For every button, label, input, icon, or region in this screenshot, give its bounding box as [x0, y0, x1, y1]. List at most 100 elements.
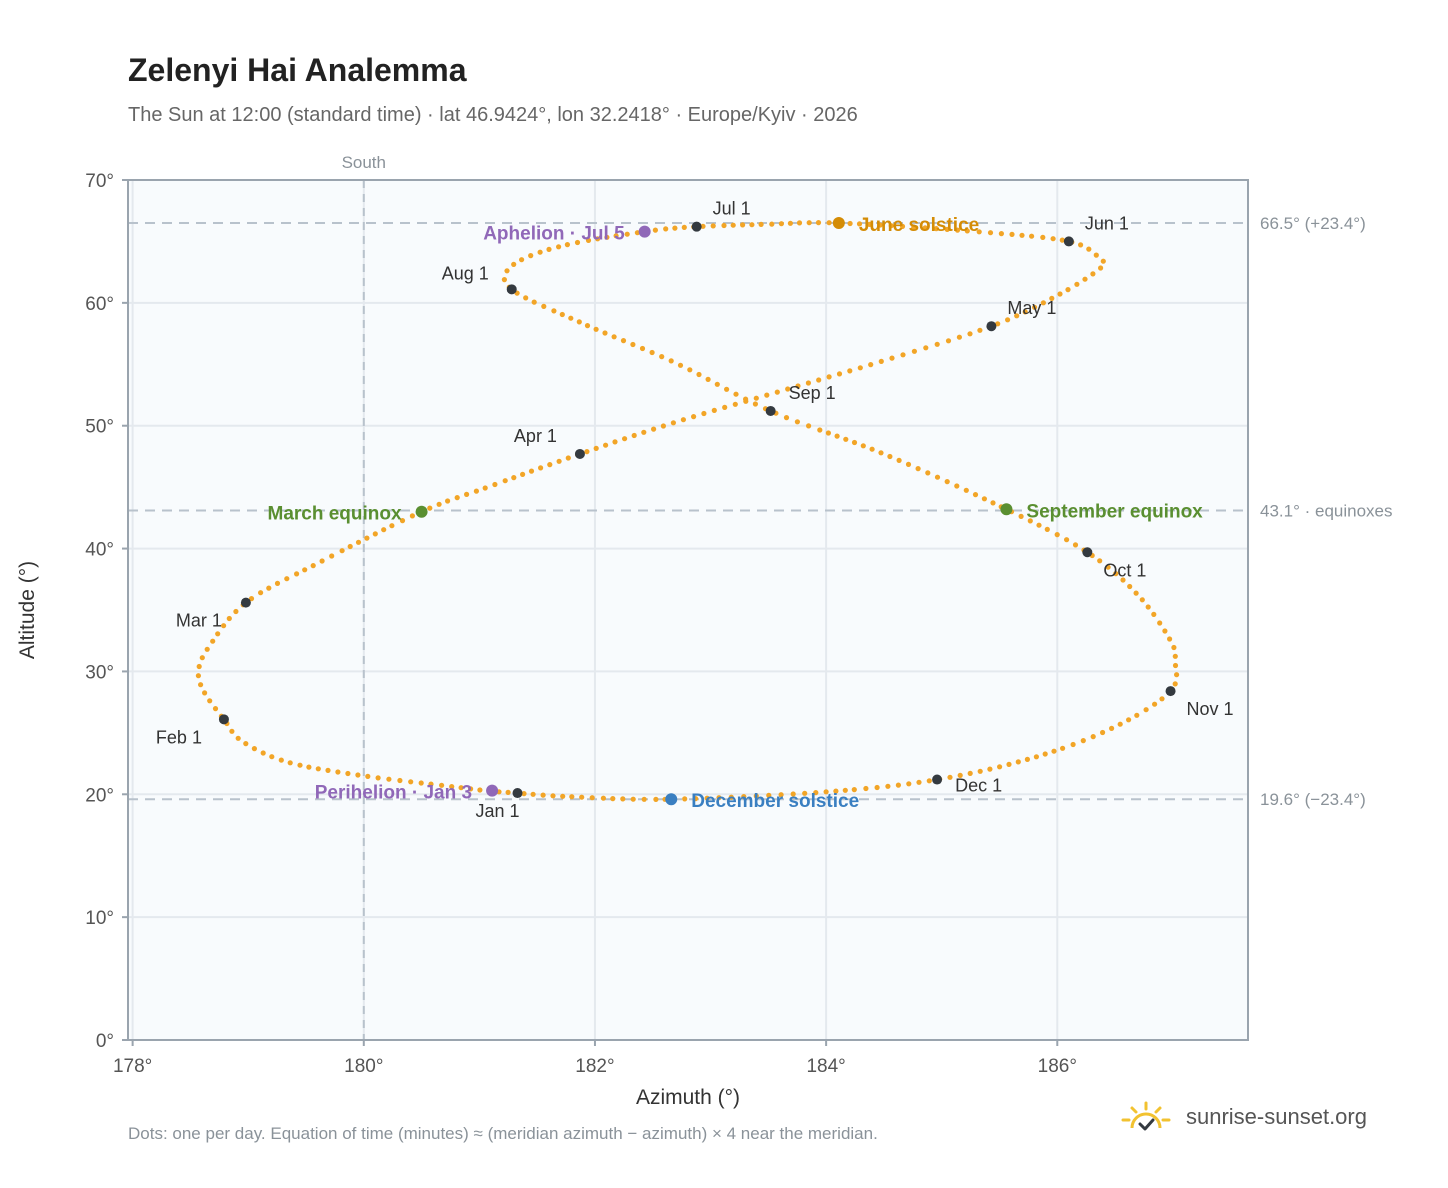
daily-sun-dot	[997, 764, 1003, 770]
daily-sun-dot	[556, 458, 562, 464]
daily-sun-dot	[668, 358, 674, 364]
month-label: Aug 1	[442, 263, 489, 283]
daily-sun-dot	[372, 531, 378, 537]
daily-sun-dot	[1139, 597, 1145, 603]
daily-sun-dot	[887, 453, 893, 460]
daily-sun-dot	[934, 341, 940, 347]
daily-sun-dot	[1009, 231, 1015, 237]
daily-sun-dot	[1100, 258, 1106, 264]
daily-sun-dot	[911, 348, 918, 354]
daily-sun-dot	[375, 775, 381, 781]
daily-sun-dot	[1042, 751, 1048, 757]
daily-sun-dot	[278, 757, 284, 763]
event-marker	[665, 793, 678, 806]
daily-sun-dot	[649, 349, 655, 356]
daily-sun-dot	[1117, 721, 1123, 727]
daily-sun-dot	[600, 795, 607, 801]
daily-sun-dot	[584, 449, 590, 455]
daily-sun-dot	[428, 781, 434, 787]
daily-sun-dot	[458, 785, 464, 791]
daily-sun-dot	[817, 427, 823, 433]
daily-sun-dot	[774, 389, 780, 395]
month-marker	[240, 597, 251, 608]
brand-name: sunrise-sunset.org	[1186, 1104, 1367, 1129]
event-label: September equinox	[1026, 501, 1203, 522]
daily-sun-dot	[347, 543, 353, 550]
daily-sun-dot	[659, 354, 665, 360]
daily-sun-dot	[691, 414, 697, 420]
daily-sun-dot	[677, 362, 684, 368]
brand-logo[interactable]: sunrise-sunset.org	[1118, 1100, 1367, 1134]
daily-sun-dot	[1033, 754, 1039, 760]
month-marker	[986, 321, 997, 332]
reference-label: 43.1° · equinoxes	[1260, 501, 1393, 520]
daily-sun-dot	[711, 407, 717, 413]
daily-sun-dot	[874, 784, 880, 791]
event-label: Aphelion · Jul 5	[483, 224, 625, 245]
daily-sun-dot	[630, 341, 636, 348]
daily-sun-dot	[482, 485, 488, 491]
month-label: Jan 1	[476, 801, 520, 821]
event-label: December solstice	[691, 791, 859, 812]
daily-sun-dot	[696, 371, 702, 378]
daily-sun-dot	[1015, 759, 1021, 765]
daily-sun-dot	[1145, 604, 1151, 610]
daily-sun-dot	[857, 365, 863, 371]
daily-sun-dot	[1032, 304, 1038, 310]
daily-sun-dot	[977, 327, 983, 333]
daily-sun-dot	[851, 787, 857, 793]
month-marker	[691, 221, 702, 232]
daily-sun-dot	[585, 237, 592, 243]
daily-sun-dot	[733, 391, 739, 397]
reference-label: 66.5° (+23.4°)	[1260, 214, 1366, 233]
daily-sun-dot	[977, 768, 983, 774]
daily-sun-dot	[530, 791, 536, 797]
daily-sun-dot	[851, 439, 858, 446]
daily-sun-dot	[381, 527, 387, 533]
daily-sun-dot	[468, 786, 474, 792]
daily-sun-dot	[1152, 701, 1158, 707]
reference-label: 19.6° (−23.4°)	[1260, 790, 1366, 809]
daily-sun-dot	[815, 220, 822, 226]
y-tick-label: 30°	[85, 662, 114, 683]
month-marker	[512, 788, 523, 799]
daily-sun-dot	[235, 735, 241, 741]
daily-sun-dot	[1100, 729, 1106, 736]
month-label: May 1	[1007, 298, 1056, 318]
daily-sun-dot	[603, 442, 609, 448]
daily-sun-dot	[409, 513, 415, 519]
daily-sun-dot	[889, 355, 895, 361]
daily-sun-dot	[284, 576, 290, 582]
daily-sun-dot	[565, 455, 571, 461]
daily-sun-dot	[339, 548, 345, 554]
daily-sun-dot	[660, 423, 667, 429]
daily-sun-dot	[925, 470, 931, 476]
daily-sun-dot	[1174, 672, 1180, 678]
daily-sun-dot	[215, 631, 221, 637]
daily-sun-dot	[1018, 513, 1024, 520]
daily-sun-dot	[427, 505, 433, 511]
daily-sun-dot	[319, 558, 325, 564]
daily-sun-dot	[847, 368, 853, 374]
daily-sun-dot	[976, 229, 982, 235]
daily-sun-dot	[885, 783, 891, 789]
daily-sun-dot	[1120, 577, 1126, 583]
daily-sun-dot	[1057, 291, 1063, 297]
daily-sun-dot	[783, 415, 790, 421]
daily-sun-dot	[826, 374, 832, 380]
daily-sun-dot	[900, 352, 906, 358]
daily-sun-dot	[877, 222, 883, 228]
daily-sun-dot	[1027, 518, 1033, 524]
daily-sun-dot	[794, 419, 801, 425]
daily-sun-dot	[826, 220, 832, 226]
daily-sun-dot	[1162, 628, 1168, 634]
month-label: Feb 1	[156, 727, 202, 747]
daily-sun-dot	[896, 457, 902, 463]
daily-sun-dot	[547, 462, 553, 468]
daily-sun-dot	[944, 479, 950, 485]
daily-sun-dot	[721, 222, 727, 229]
month-label: Apr 1	[514, 426, 557, 446]
daily-sun-dot	[802, 790, 808, 796]
daily-sun-dot	[926, 778, 932, 784]
daily-sun-dot	[306, 764, 312, 770]
